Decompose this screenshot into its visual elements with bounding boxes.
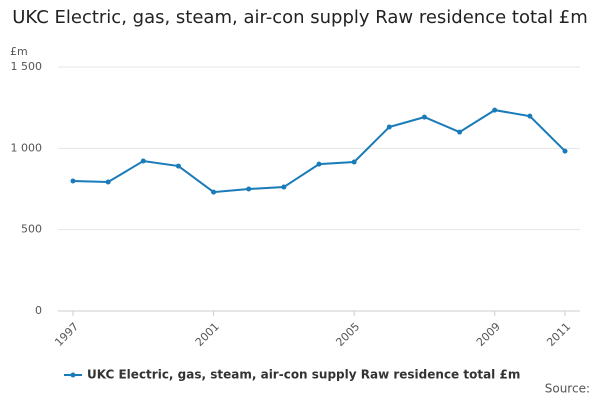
legend-label: UKC Electric, gas, steam, air-con supply…: [87, 368, 520, 382]
x-tick-label: 2001: [193, 320, 222, 349]
chart-title: UKC Electric, gas, steam, air-con supply…: [12, 7, 588, 28]
legend-item: UKC Electric, gas, steam, air-con supply…: [64, 368, 520, 382]
source: Source:: [545, 382, 590, 396]
y-axis-label: £m: [10, 45, 28, 58]
x-tick-label: 1997: [52, 320, 81, 349]
data-point: [140, 158, 146, 164]
data-point: [70, 178, 76, 184]
data-point: [421, 114, 427, 120]
data-point: [351, 159, 357, 165]
y-tick-label: 1 000: [11, 141, 43, 154]
data-point: [316, 161, 322, 167]
data-point: [527, 113, 533, 119]
data-point: [281, 184, 287, 190]
data-point: [246, 186, 252, 192]
data-point: [457, 129, 463, 135]
y-tick-label: 0: [35, 304, 42, 317]
x-tick-label: 2009: [474, 320, 503, 349]
x-tick-label: 2005: [333, 320, 362, 349]
data-point: [105, 179, 111, 185]
data-point: [175, 163, 181, 169]
data-point: [386, 124, 392, 130]
y-tick-label: 500: [21, 223, 42, 236]
series-line: [72, 109, 566, 194]
data-point: [211, 189, 217, 195]
data-point: [562, 148, 568, 154]
data-point: [492, 107, 498, 113]
x-tick-label: 2011: [544, 320, 573, 349]
legend-marker: [70, 372, 76, 378]
y-tick-label: 1 500: [11, 60, 43, 73]
